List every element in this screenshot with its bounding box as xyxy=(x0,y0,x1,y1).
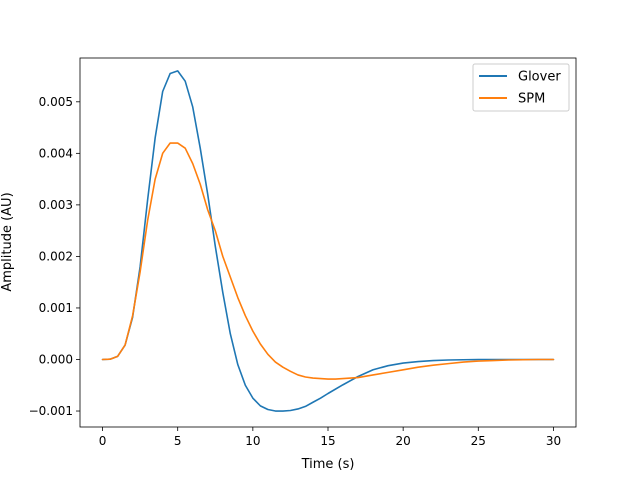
y-tick-label: 0.003 xyxy=(39,198,73,212)
legend-label-glover: Glover xyxy=(518,70,561,85)
x-tick-label: 30 xyxy=(546,434,561,448)
y-tick-label: 0.000 xyxy=(39,352,73,366)
y-tick-label: 0.004 xyxy=(39,146,73,160)
y-tick-label: −0.001 xyxy=(29,404,73,418)
series-line-glover xyxy=(101,70,555,412)
x-tick-label: 20 xyxy=(396,434,411,448)
x-axis-ticks: 0 5 10 15 20 25 30 xyxy=(99,427,561,448)
x-tick-label: 0 xyxy=(99,434,107,448)
x-tick-label: 25 xyxy=(471,434,486,448)
legend: Glover SPM xyxy=(472,63,570,112)
plot-area xyxy=(80,58,576,427)
series-layer xyxy=(101,70,555,412)
legend-label-spm: SPM xyxy=(518,92,545,107)
x-tick-label: 15 xyxy=(320,434,335,448)
y-tick-label: 0.005 xyxy=(39,95,73,109)
y-axis-label: Amplitude (AU) xyxy=(0,192,15,291)
x-axis-label: Time (s) xyxy=(301,457,355,472)
x-tick-label: 5 xyxy=(174,434,182,448)
y-tick-label: 0.002 xyxy=(39,249,73,263)
x-tick-label: 10 xyxy=(245,434,260,448)
series-line-spm xyxy=(101,142,555,380)
y-tick-label: 0.001 xyxy=(39,301,73,315)
y-axis-ticks: −0.001 0.000 0.001 0.002 0.003 0.004 0.005 xyxy=(29,95,80,418)
